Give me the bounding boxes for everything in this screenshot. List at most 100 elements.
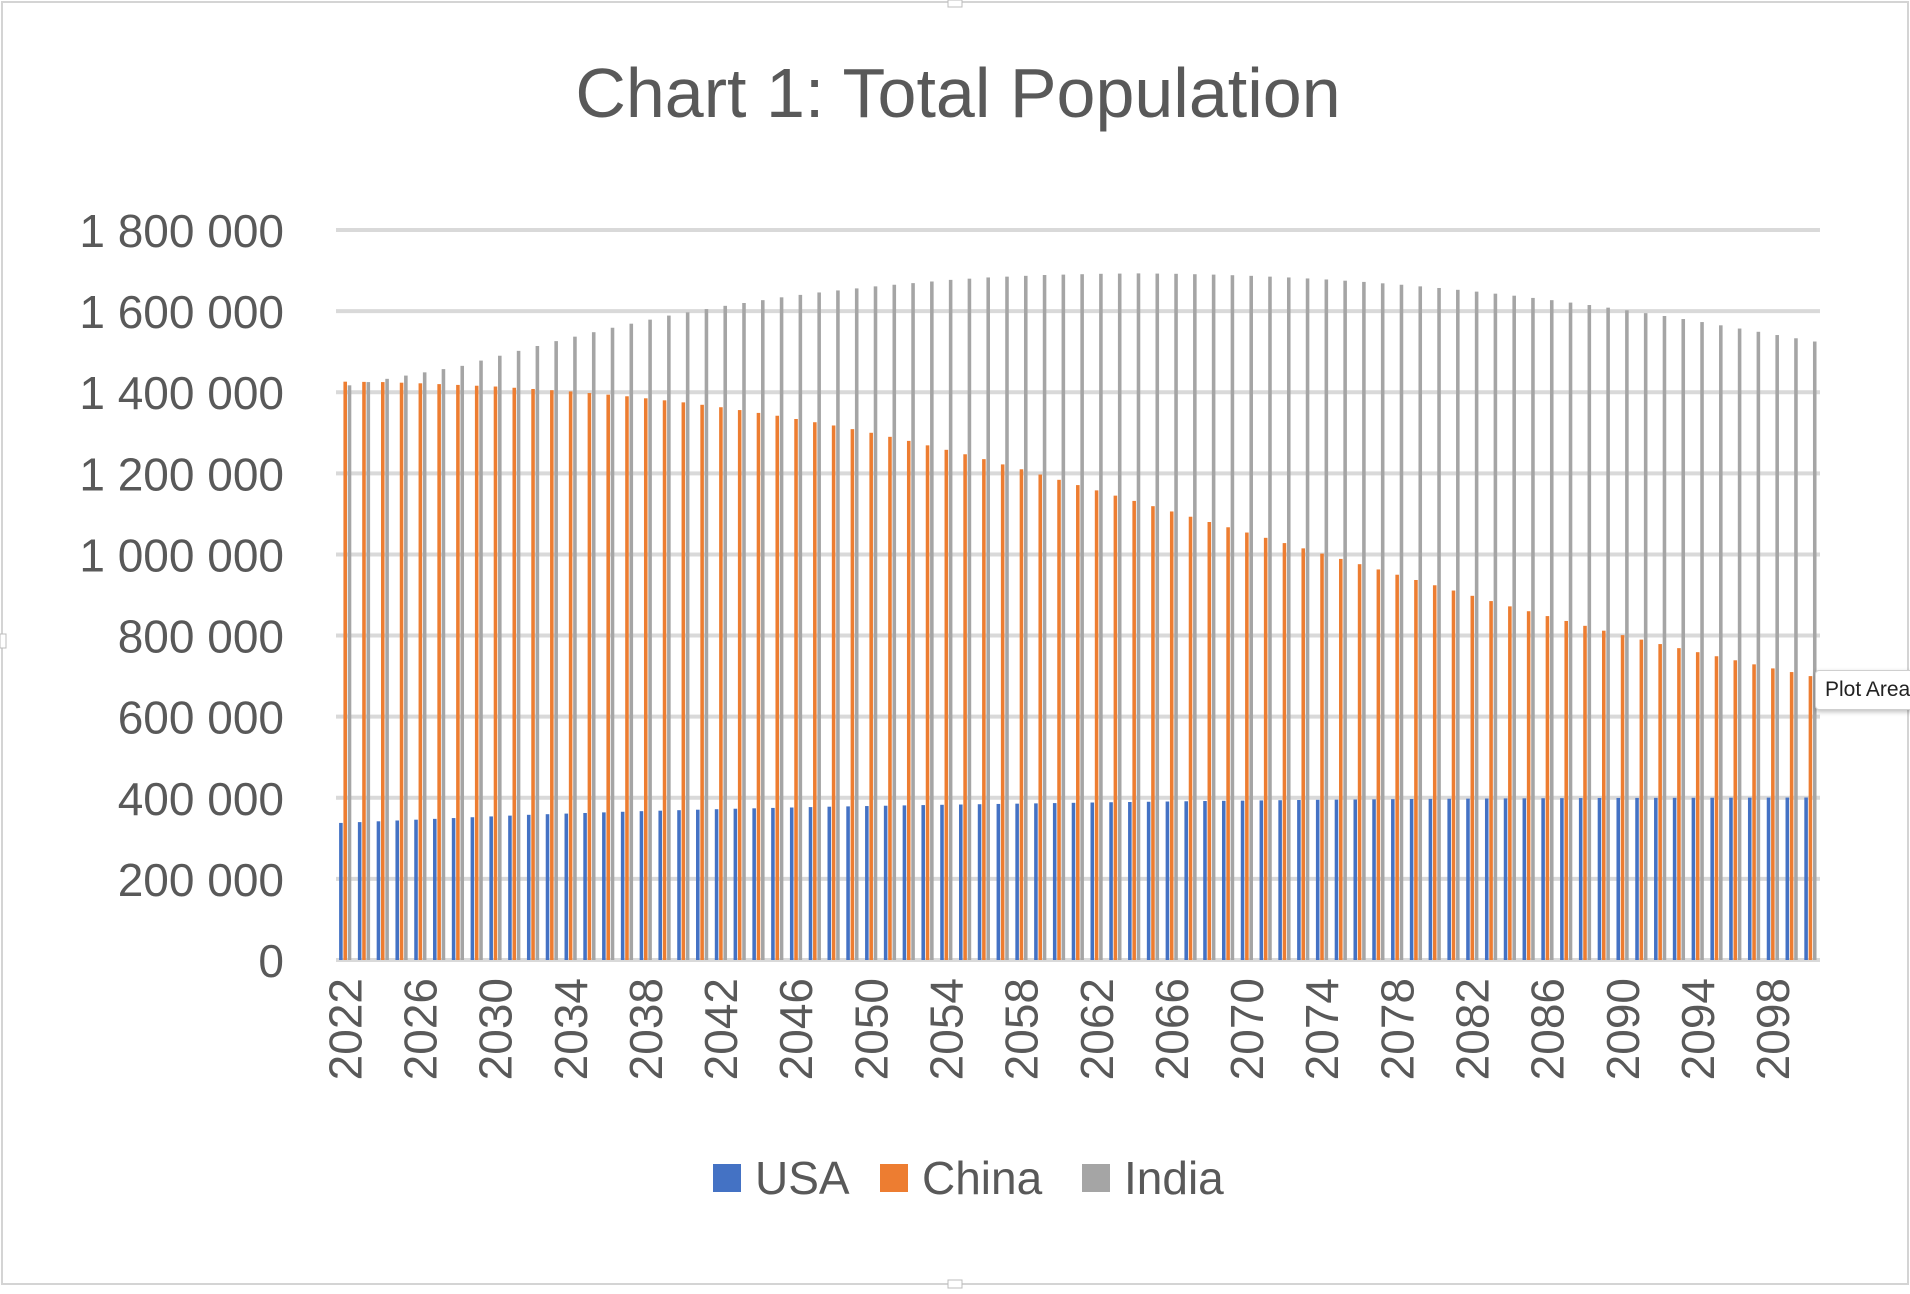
bar-india-2082[interactable] <box>1474 291 1479 960</box>
bar-usa-2037[interactable] <box>620 811 625 960</box>
bar-india-2081[interactable] <box>1456 289 1460 960</box>
bar-india-2062[interactable] <box>1099 273 1103 960</box>
bar-india-2073[interactable] <box>1305 278 1310 961</box>
bar-usa-2066[interactable] <box>1165 801 1170 960</box>
bar-india-2027[interactable] <box>441 369 446 960</box>
bar-china-2088[interactable] <box>1583 625 1587 960</box>
bar-usa-2084[interactable] <box>1503 798 1508 960</box>
bar-usa-2083[interactable] <box>1484 798 1489 960</box>
bar-india-2060[interactable] <box>1061 274 1066 960</box>
bar-china-2055[interactable] <box>963 454 967 960</box>
bar-usa-2039[interactable] <box>658 810 663 960</box>
legend-item-china[interactable]: China <box>880 1152 1043 1204</box>
bar-usa-2024[interactable] <box>376 821 381 960</box>
bar-usa-2057[interactable] <box>996 803 1001 960</box>
bar-usa-2069[interactable] <box>1221 800 1226 960</box>
bar-usa-2089[interactable] <box>1597 797 1602 960</box>
bar-india-2023[interactable] <box>366 382 371 961</box>
bar-china-2028[interactable] <box>456 384 460 960</box>
bar-usa-2094[interactable] <box>1691 797 1696 960</box>
bar-india-2047[interactable] <box>817 292 821 961</box>
bar-usa-2044[interactable] <box>752 808 756 960</box>
bar-usa-2040[interactable] <box>677 810 681 960</box>
bar-india-2049[interactable] <box>854 288 859 960</box>
bar-usa-2070[interactable] <box>1240 800 1245 960</box>
bar-india-2067[interactable] <box>1193 274 1197 961</box>
bar-china-2094[interactable] <box>1695 652 1700 960</box>
bar-china-2083[interactable] <box>1489 601 1493 960</box>
bar-india-2098[interactable] <box>1775 335 1779 960</box>
bar-china-2100[interactable] <box>1808 676 1813 960</box>
bar-usa-2063[interactable] <box>1109 802 1113 960</box>
bar-india-2080[interactable] <box>1437 287 1441 960</box>
bar-usa-2034[interactable] <box>564 813 569 960</box>
bar-china-2071[interactable] <box>1263 537 1268 960</box>
bar-india-2084[interactable] <box>1512 295 1516 960</box>
bar-usa-2032[interactable] <box>526 814 531 960</box>
bar-india-2040[interactable] <box>685 312 690 961</box>
bar-usa-2065[interactable] <box>1146 801 1151 960</box>
bar-india-2043[interactable] <box>742 303 746 960</box>
bar-china-2053[interactable] <box>925 445 930 961</box>
bar-usa-2081[interactable] <box>1447 798 1451 960</box>
bar-china-2093[interactable] <box>1677 648 1681 960</box>
bar-china-2090[interactable] <box>1620 635 1625 960</box>
bar-india-2054[interactable] <box>948 279 953 960</box>
bar-india-2053[interactable] <box>930 281 934 960</box>
bar-india-2029[interactable] <box>479 360 483 961</box>
bar-china-2022[interactable] <box>343 381 347 960</box>
bar-usa-2054[interactable] <box>940 804 944 960</box>
bar-china-2091[interactable] <box>1639 639 1644 960</box>
bar-india-2055[interactable] <box>967 278 972 960</box>
bar-india-2037[interactable] <box>629 323 634 960</box>
bar-china-2031[interactable] <box>512 387 517 960</box>
bar-india-2070[interactable] <box>1249 275 1253 961</box>
bar-usa-2091[interactable] <box>1635 797 1639 960</box>
bar-usa-2053[interactable] <box>921 805 925 960</box>
bar-usa-2097[interactable] <box>1747 797 1752 960</box>
bar-india-2066[interactable] <box>1174 273 1178 960</box>
bar-india-2028[interactable] <box>460 365 465 960</box>
bar-china-2062[interactable] <box>1094 490 1099 960</box>
bar-india-2091[interactable] <box>1643 313 1648 960</box>
bar-india-2075[interactable] <box>1343 280 1347 960</box>
bar-usa-2055[interactable] <box>959 804 963 960</box>
bar-india-2094[interactable] <box>1700 322 1704 960</box>
bar-china-2073[interactable] <box>1301 548 1306 960</box>
bar-india-2086[interactable] <box>1549 300 1554 960</box>
bar-india-2099[interactable] <box>1794 338 1798 960</box>
bar-china-2034[interactable] <box>568 391 573 960</box>
bar-china-2069[interactable] <box>1226 527 1230 960</box>
bar-usa-2033[interactable] <box>545 814 550 960</box>
bar-india-2036[interactable] <box>610 327 615 960</box>
bar-usa-2100[interactable] <box>1804 797 1808 960</box>
legend[interactable]: USA China India <box>713 1152 1224 1204</box>
bar-usa-2060[interactable] <box>1052 803 1057 960</box>
bar-usa-2073[interactable] <box>1297 800 1301 960</box>
bar-usa-2045[interactable] <box>771 807 775 960</box>
legend-item-india[interactable]: India <box>1082 1152 1224 1204</box>
bar-india-2085[interactable] <box>1531 297 1535 960</box>
bar-china-2080[interactable] <box>1432 585 1437 960</box>
bar-usa-2035[interactable] <box>583 812 587 960</box>
bar-usa-2026[interactable] <box>414 819 418 960</box>
bar-china-2039[interactable] <box>662 400 667 961</box>
bar-china-2058[interactable] <box>1019 469 1024 960</box>
bar-usa-2099[interactable] <box>1785 797 1790 960</box>
bar-usa-2077[interactable] <box>1372 799 1376 960</box>
bar-china-2024[interactable] <box>380 382 385 961</box>
bar-usa-2030[interactable] <box>489 816 493 960</box>
bar-india-2045[interactable] <box>779 297 784 960</box>
bar-china-2040[interactable] <box>681 402 686 960</box>
bar-china-2066[interactable] <box>1169 511 1174 960</box>
bar-china-2047[interactable] <box>813 422 817 961</box>
bar-india-2052[interactable] <box>911 283 915 960</box>
bar-india-2097[interactable] <box>1756 331 1761 960</box>
bar-china-2046[interactable] <box>794 418 798 960</box>
bar-china-2051[interactable] <box>888 436 892 961</box>
resize-handle-left[interactable] <box>0 633 7 649</box>
bar-china-2044[interactable] <box>756 412 761 960</box>
bar-china-2074[interactable] <box>1320 553 1324 960</box>
bar-usa-2064[interactable] <box>1128 802 1132 960</box>
bar-usa-2058[interactable] <box>1015 803 1019 960</box>
